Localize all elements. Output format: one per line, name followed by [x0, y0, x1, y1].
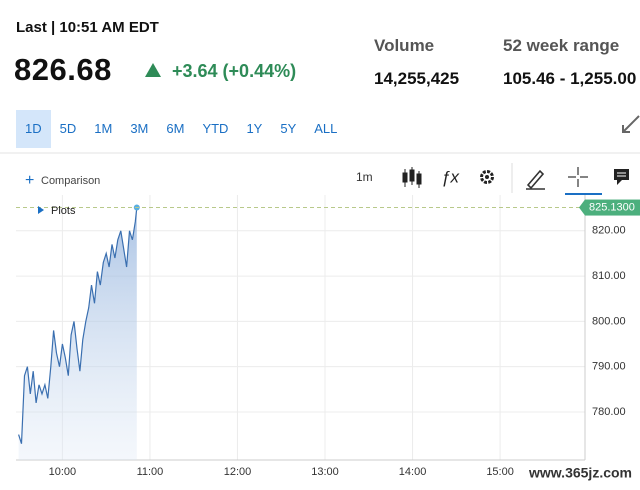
range-buttons: 1D 5D 1M 3M 6M YTD 1Y 5Y ALL: [16, 110, 346, 148]
x-tick-label: 15:00: [486, 466, 514, 478]
y-tick-label: 800.00: [592, 315, 626, 327]
study-icon[interactable]: ƒx: [441, 167, 459, 186]
volume: 14,255,425: [374, 69, 460, 88]
y-tick-label: 790.00: [592, 361, 626, 373]
change: +3.64 (+0.44%): [172, 61, 297, 81]
last-price-box: [585, 199, 640, 216]
x-tick-label: 11:00: [137, 466, 164, 478]
range-button[interactable]: 1D: [16, 110, 51, 148]
settings-icon[interactable]: [480, 170, 494, 184]
range-button[interactable]: 6M: [166, 121, 185, 136]
range-button[interactable]: 1Y: [246, 121, 263, 136]
area: [18, 207, 137, 460]
plots[interactable]: Plots: [51, 205, 76, 217]
y-tick-label: 820.00: [592, 225, 626, 237]
draw-icon[interactable]: [526, 169, 545, 190]
interval[interactable]: 1m: [356, 170, 373, 184]
range-button[interactable]: 5D: [59, 121, 77, 136]
plus-icon: +: [25, 172, 34, 189]
expand-icon[interactable]: [622, 115, 640, 133]
x-tick-label: 13:00: [311, 466, 339, 478]
y-tick-label: 810.00: [592, 270, 626, 282]
range-button[interactable]: YTD: [202, 121, 229, 136]
up-arrow: [145, 63, 161, 77]
range-button[interactable]: 5Y: [280, 121, 297, 136]
range-button[interactable]: ALL: [314, 121, 338, 136]
comparison[interactable]: Comparison: [41, 175, 100, 187]
range-button[interactable]: 1M: [94, 121, 113, 136]
watermark: www.365jz.com: [528, 465, 632, 481]
range-button[interactable]: 3M: [130, 121, 149, 136]
last-price-label: 825.1300: [589, 201, 635, 213]
range-label: 52 week range: [503, 36, 620, 55]
x-tick-label: 14:00: [399, 466, 427, 478]
last-price-tag: [579, 199, 585, 216]
x-tick-label: 10:00: [49, 466, 77, 478]
comment-icon[interactable]: [614, 169, 629, 185]
candles-icon[interactable]: [402, 167, 422, 188]
plots-arrow: [38, 206, 44, 214]
crosshair-icon[interactable]: [568, 167, 588, 187]
range: 105.46 - 1,255.00: [503, 69, 637, 88]
price: 826.68: [14, 52, 112, 87]
y-tick-label: 780.00: [592, 406, 626, 418]
last-time: Last | 10:51 AM EDT: [16, 19, 159, 36]
price-line: [18, 207, 138, 444]
volume-label: Volume: [374, 36, 435, 55]
x-tick-label: 12:00: [224, 466, 252, 478]
